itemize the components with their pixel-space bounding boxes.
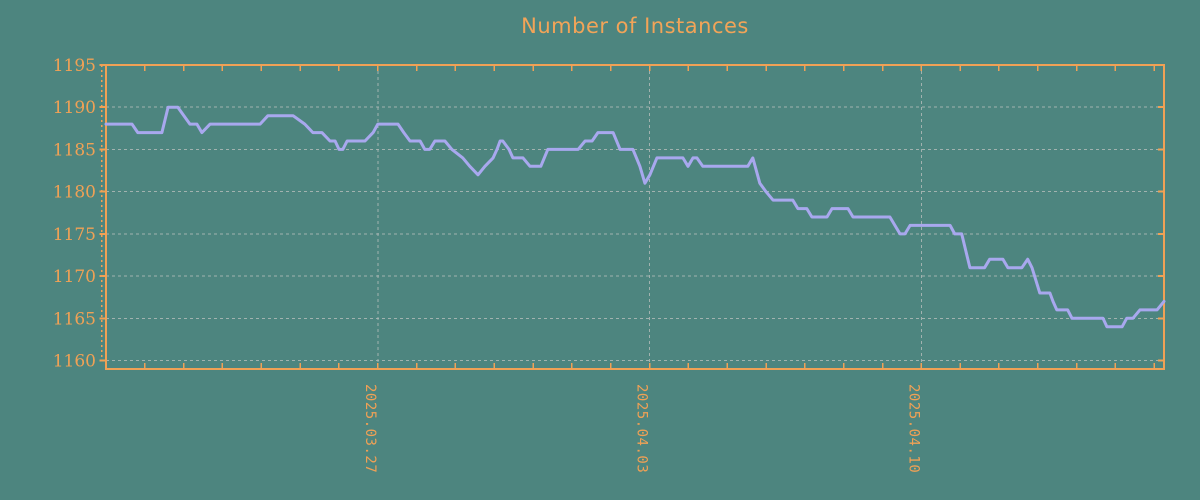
y-axis-label: 1185 — [53, 140, 96, 160]
y-axis-label: 1160 — [53, 352, 96, 372]
x-axis-label: 2025.04.10 — [905, 384, 921, 473]
chart-title: Number of Instances — [521, 14, 749, 38]
y-axis-label: 1190 — [53, 98, 96, 118]
y-axis-label: 1165 — [53, 309, 96, 329]
y-axis-label: 1195 — [53, 56, 96, 76]
y-axis-label: 1175 — [53, 225, 96, 245]
data-line-instances — [104, 105, 1166, 329]
y-axis-label: 1180 — [53, 183, 96, 203]
y-axis-label: 1170 — [53, 267, 96, 287]
x-axis-label: 2025.03.27 — [362, 384, 378, 473]
plot-border — [105, 64, 1165, 370]
x-axis-label: 2025.04.03 — [634, 384, 650, 473]
